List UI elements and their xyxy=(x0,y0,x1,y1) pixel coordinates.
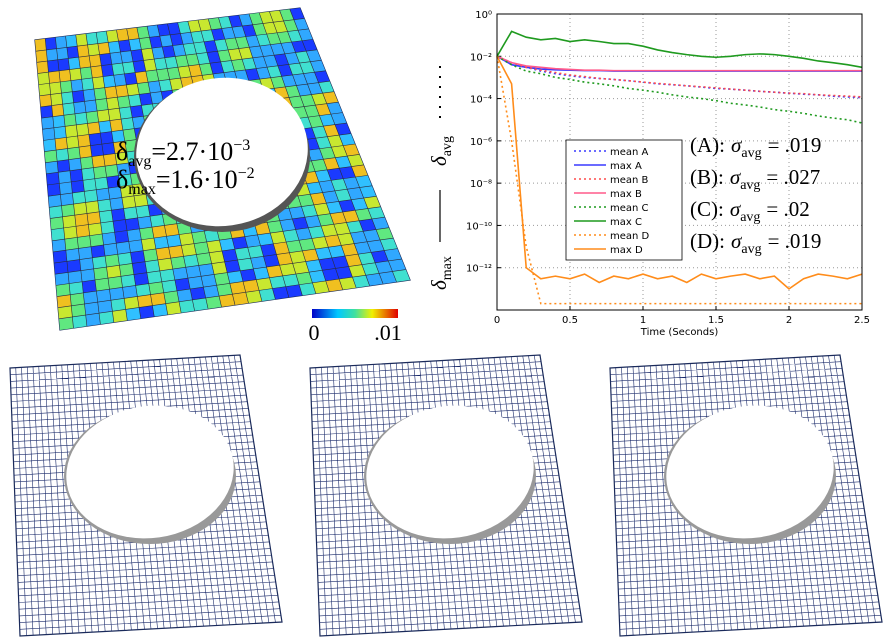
stat-exp: −2 xyxy=(238,165,255,182)
legend-box xyxy=(566,140,682,260)
stat-text: =1.6·10 xyxy=(156,165,238,194)
annotation-sub: avg xyxy=(740,178,760,193)
y-tick-label: 10⁻⁶ xyxy=(470,137,492,148)
legend-label: mean B xyxy=(610,175,649,186)
legend-label: max B xyxy=(610,189,642,200)
mesh xyxy=(10,355,282,636)
annotation-text: = .019 xyxy=(768,229,822,253)
x-tick-label: 2.5 xyxy=(854,315,870,326)
chart: 10⁰ 10⁻² 10⁻⁴ 10⁻⁶ 10⁻⁸ 10⁻¹⁰ 10⁻¹² 0 0.5 1 1.5 2 2.… xyxy=(427,10,870,338)
annotation-label: (D): xyxy=(690,229,725,253)
x-tick-label: 0.5 xyxy=(562,315,578,326)
y-tick-label: 10⁰ xyxy=(475,10,492,21)
colorbar xyxy=(312,309,398,318)
y-label-part: δavg xyxy=(427,136,455,166)
legend-label: max A xyxy=(610,161,642,172)
stat-symbol: δ xyxy=(116,165,128,194)
legend-label: max D xyxy=(610,245,643,256)
stat-symbol: δ xyxy=(116,137,128,166)
legend-label: mean A xyxy=(610,147,649,158)
y-axis-label: δmax δavg xyxy=(427,60,455,290)
stat-sub: avg xyxy=(128,153,151,170)
colorbar-min: 0 xyxy=(309,320,320,345)
y-label-sub: avg xyxy=(440,136,455,156)
annotation-text: = .02 xyxy=(766,197,809,221)
colorbar-max: .01 xyxy=(374,320,402,345)
y-label-part: δmax xyxy=(427,256,455,290)
y-tick-label: 10⁻² xyxy=(470,52,492,63)
legend-label: max C xyxy=(610,217,642,228)
annotation-text: = .027 xyxy=(766,165,820,189)
annotation-label: (A): xyxy=(690,133,725,157)
y-tick-label: 10⁻⁸ xyxy=(470,179,492,190)
annotation-text: = .019 xyxy=(768,133,822,157)
figure: 10⁰ 10⁻² 10⁻⁴ 10⁻⁶ 10⁻⁸ 10⁻¹⁰ 10⁻¹² 0 0.5 1 1.5 2 2.… xyxy=(0,0,884,644)
legend-label: mean D xyxy=(610,231,650,242)
x-tick-label: 1 xyxy=(640,315,646,326)
x-tick-label: 0 xyxy=(494,315,500,326)
annotation-sub: avg xyxy=(741,242,761,257)
legend-label: mean C xyxy=(610,203,649,214)
annotation-label: (B): xyxy=(690,165,724,189)
annotation-label: (C): xyxy=(690,197,724,221)
x-axis-label: Time (Seconds) xyxy=(640,327,719,338)
y-label-sub: max xyxy=(440,256,455,280)
y-tick-label: 10⁻¹² xyxy=(466,264,492,275)
x-tick-label: 2 xyxy=(786,315,792,326)
stat-sub: max xyxy=(128,181,156,198)
y-tick-label: 10⁻⁴ xyxy=(470,95,492,106)
x-tick-label: 1.5 xyxy=(708,315,724,326)
y-tick-label: 10⁻¹⁰ xyxy=(466,221,492,232)
stat-text: =2.7·10 xyxy=(151,137,233,166)
annotation-sub: avg xyxy=(740,210,760,225)
annotation-sub: avg xyxy=(741,146,761,161)
stat-exp: −3 xyxy=(233,137,250,154)
mesh xyxy=(310,355,582,636)
mesh xyxy=(610,355,882,636)
